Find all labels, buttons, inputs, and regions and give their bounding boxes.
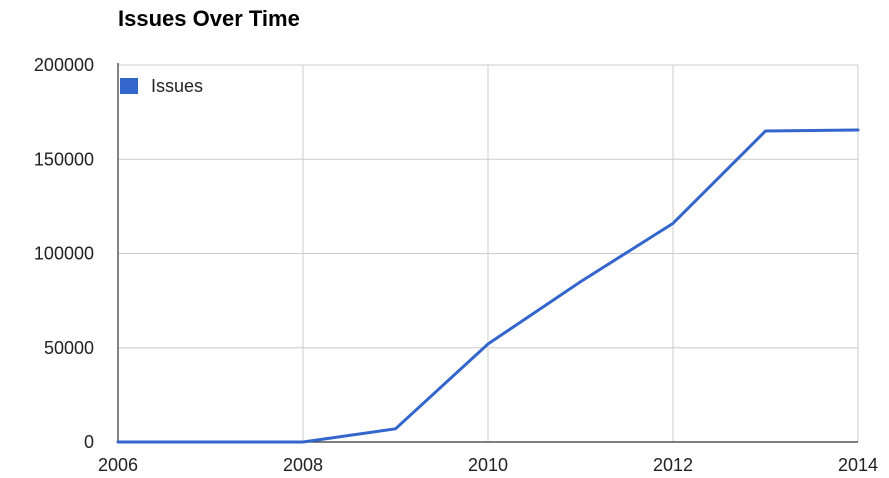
y-tick-label-0: 0 bbox=[84, 432, 94, 452]
x-tick-label-2006: 2006 bbox=[98, 455, 138, 475]
x-tick-label-2010: 2010 bbox=[468, 455, 508, 475]
x-tick-label-2012: 2012 bbox=[653, 455, 693, 475]
y-tick-label-150000: 150000 bbox=[34, 149, 94, 169]
series-line-issues bbox=[116, 128, 860, 444]
legend-label-issues: Issues bbox=[151, 76, 203, 96]
tick-labels: 2006 2008 2010 2012 2014 0 50000 100000 150000 20… bbox=[34, 55, 878, 475]
legend: Issues bbox=[120, 76, 203, 96]
y-tick-label-200000: 200000 bbox=[34, 55, 94, 75]
y-tick-label-50000: 50000 bbox=[44, 338, 94, 358]
series-lines bbox=[116, 128, 860, 444]
x-tick-label-2014: 2014 bbox=[838, 455, 878, 475]
legend-swatch-issues bbox=[120, 78, 138, 94]
x-tick-label-2008: 2008 bbox=[283, 455, 323, 475]
y-tick-label-100000: 100000 bbox=[34, 244, 94, 264]
grid bbox=[118, 64, 859, 442]
chart-title: Issues Over Time bbox=[118, 6, 300, 31]
